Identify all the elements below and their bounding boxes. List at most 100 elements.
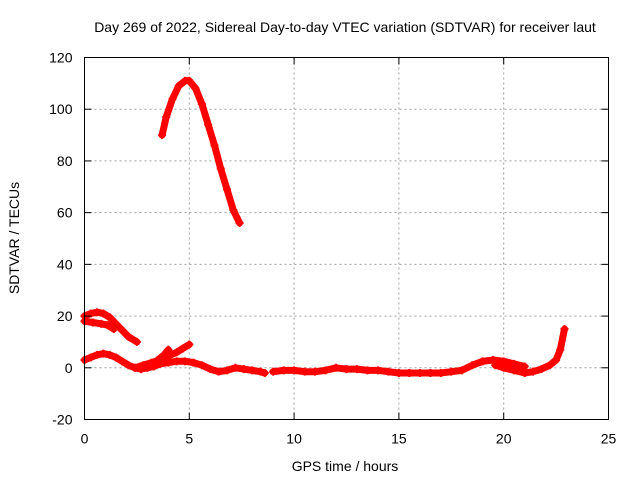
data-point [206, 365, 215, 374]
data-point [436, 368, 445, 377]
x-tick-label: 25 [601, 431, 617, 447]
data-point [510, 366, 519, 375]
data-point [172, 348, 181, 357]
data-point [174, 81, 183, 90]
x-tick-label: 20 [496, 431, 512, 447]
chart-title: Day 269 of 2022, Sidereal Day-to-day VTE… [94, 19, 596, 35]
data-point [300, 367, 309, 376]
data-point [239, 365, 248, 374]
data-point [185, 340, 194, 349]
data-point [363, 366, 372, 375]
data-point [118, 326, 127, 335]
x-tick-label: 15 [391, 431, 407, 447]
x-tick-label: 0 [81, 431, 89, 447]
data-point [97, 319, 106, 328]
data-point [552, 356, 561, 365]
data-point [197, 100, 206, 109]
data-point [105, 313, 114, 322]
data-point [99, 349, 108, 358]
data-series [80, 76, 569, 377]
data-point [311, 367, 320, 376]
data-point [160, 350, 169, 359]
y-tick-label: 20 [57, 308, 73, 324]
data-point [415, 368, 424, 377]
data-point [189, 358, 198, 367]
data-point [130, 363, 139, 372]
data-point [405, 368, 414, 377]
data-point [478, 357, 487, 366]
data-point [162, 112, 171, 121]
data-point [229, 206, 238, 215]
data-point [248, 366, 257, 375]
plot-frame [84, 57, 609, 420]
y-tick-label: 60 [57, 205, 73, 221]
data-point [223, 366, 232, 375]
data-point [384, 367, 393, 376]
series-line-arc-peak [158, 77, 244, 227]
data-point [279, 366, 288, 375]
axis-ticks: 0 5 10 15 20 25 -20 0 20 40 60 80 100 120 [49, 50, 616, 447]
data-point [185, 76, 194, 85]
data-point [93, 308, 102, 317]
data-point [103, 321, 112, 330]
data-point [545, 361, 554, 370]
data-point [260, 368, 269, 377]
data-point [529, 367, 538, 376]
data-point [172, 357, 181, 366]
data-point [290, 366, 299, 375]
data-point [132, 337, 141, 346]
data-point [164, 345, 173, 354]
data-point [426, 368, 435, 377]
data-point [86, 353, 95, 362]
y-tick-label: 80 [57, 153, 73, 169]
data-point [204, 120, 213, 129]
y-tick-label: 0 [65, 360, 73, 376]
data-point [537, 365, 546, 374]
data-point [197, 361, 206, 370]
data-point [210, 141, 219, 150]
data-point [468, 361, 477, 370]
data-point [256, 367, 265, 376]
y-axis-label: SDTVAR / TECUs [6, 182, 22, 294]
data-point [124, 332, 133, 341]
data-point [342, 365, 351, 374]
x-tick-label: 10 [286, 431, 302, 447]
x-axis-label: GPS time / hours [292, 458, 399, 474]
x-tick-label: 5 [185, 431, 193, 447]
data-point [179, 344, 188, 353]
data-point [352, 365, 361, 374]
data-point [105, 350, 114, 359]
data-point [216, 164, 225, 173]
data-point [373, 366, 382, 375]
data-point [147, 358, 156, 367]
data-point [153, 356, 162, 365]
data-point [88, 318, 97, 327]
data-point [124, 361, 133, 370]
data-point [321, 366, 330, 375]
data-point [168, 94, 177, 103]
data-point [556, 345, 565, 354]
data-point [99, 309, 108, 318]
data-point [139, 361, 148, 370]
data-point [181, 357, 190, 366]
data-point [491, 361, 500, 370]
data-point [223, 185, 232, 194]
y-tick-label: 100 [49, 101, 73, 117]
data-point [332, 363, 341, 372]
data-point [214, 367, 223, 376]
y-tick-label: 120 [49, 50, 73, 66]
data-point [447, 367, 456, 376]
y-tick-label: -20 [52, 412, 72, 428]
data-point [457, 366, 466, 375]
y-tick-label: 40 [57, 256, 73, 272]
data-point [231, 363, 240, 372]
data-point [158, 131, 167, 140]
data-point [109, 325, 118, 333]
data-point [93, 350, 102, 359]
data-point [111, 353, 120, 362]
data-point [191, 84, 200, 93]
data-point [235, 218, 244, 227]
data-point [394, 368, 403, 377]
series-line-arc-low-5 [491, 325, 568, 377]
